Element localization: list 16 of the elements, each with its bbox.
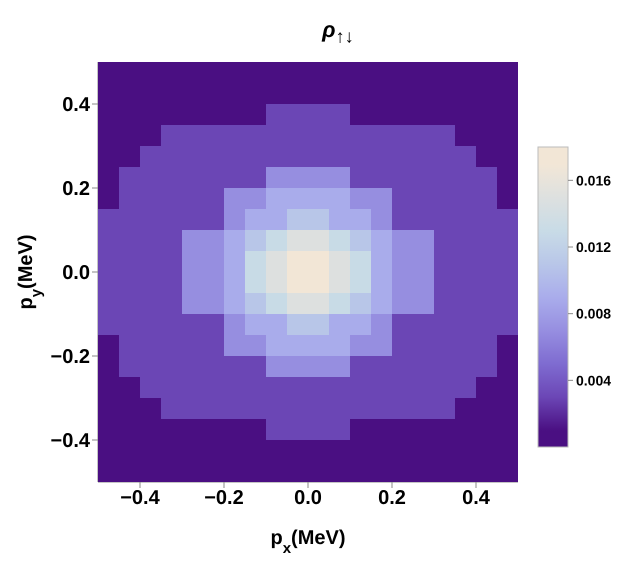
color-bar-label: 0.016 xyxy=(576,172,612,188)
y-tick-label: 0.4 xyxy=(62,94,91,116)
x-tick-label: −0.2 xyxy=(204,487,244,510)
y-tick-label: −0.2 xyxy=(50,346,90,368)
color-bar-label: 0.008 xyxy=(576,306,612,322)
x-axis-title: p$_{x}$(MeV) xyxy=(270,527,346,556)
y-tick-label: 0.2 xyxy=(62,178,90,200)
x-tick-label: −0.4 xyxy=(120,487,161,510)
chart-title: ρ$_{↑↓}$ xyxy=(320,16,355,48)
y-tick-label: −0.4 xyxy=(50,430,91,452)
x-tick-label: 0.2 xyxy=(378,487,406,510)
y-tick-label: 0.0 xyxy=(62,262,90,284)
x-tick-label: 0.4 xyxy=(462,487,491,510)
color-bar-label: 0.004 xyxy=(576,372,612,388)
color-bar-label: 0.012 xyxy=(576,239,612,255)
x-tick-label: 0.0 xyxy=(294,487,322,510)
